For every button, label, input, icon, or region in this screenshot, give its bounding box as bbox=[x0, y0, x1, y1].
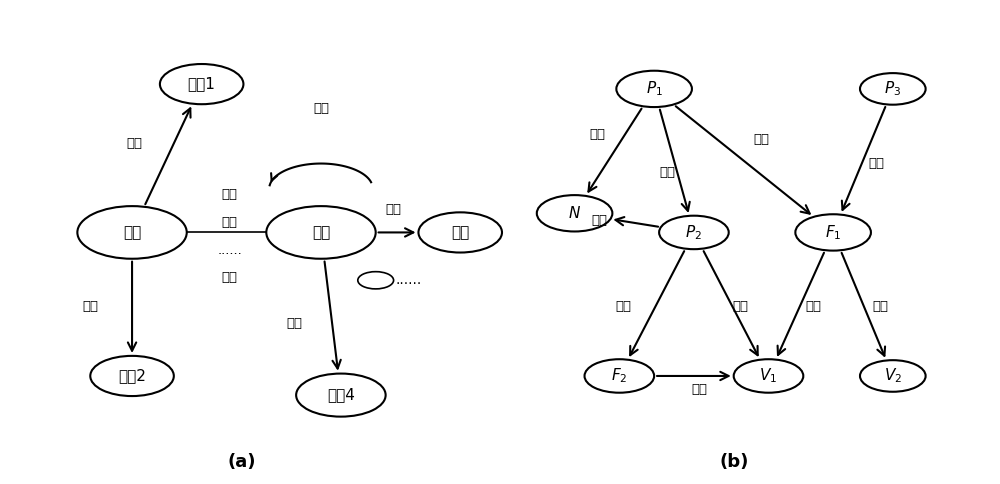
Text: 写入: 写入 bbox=[615, 300, 631, 313]
Text: ......: ...... bbox=[217, 243, 242, 257]
Text: 网络: 网络 bbox=[451, 225, 469, 240]
Text: 读取: 读取 bbox=[222, 272, 238, 285]
Text: 文件: 文件 bbox=[123, 225, 141, 240]
Text: (a): (a) bbox=[227, 453, 256, 471]
Circle shape bbox=[358, 272, 394, 289]
Text: $F_1$: $F_1$ bbox=[825, 223, 841, 242]
Text: $P_1$: $P_1$ bbox=[646, 79, 663, 98]
Text: ......: ...... bbox=[395, 273, 422, 287]
Text: 包含: 包含 bbox=[733, 300, 749, 313]
Circle shape bbox=[296, 374, 386, 417]
Text: 包含: 包含 bbox=[873, 300, 889, 313]
Circle shape bbox=[77, 206, 187, 259]
Circle shape bbox=[537, 195, 612, 231]
Text: 连接: 连接 bbox=[386, 203, 402, 216]
Circle shape bbox=[795, 214, 871, 251]
Text: 属性2: 属性2 bbox=[118, 368, 146, 383]
Circle shape bbox=[860, 360, 926, 392]
Text: 属性1: 属性1 bbox=[188, 76, 216, 91]
Text: 写入: 写入 bbox=[222, 188, 238, 201]
Text: N: N bbox=[569, 206, 580, 221]
Text: 创建: 创建 bbox=[313, 102, 329, 115]
Circle shape bbox=[585, 359, 654, 393]
Text: 创建: 创建 bbox=[659, 166, 675, 179]
Circle shape bbox=[418, 212, 502, 253]
Circle shape bbox=[734, 359, 803, 393]
Text: 读取: 读取 bbox=[868, 156, 884, 169]
Circle shape bbox=[266, 206, 376, 259]
Text: 连接: 连接 bbox=[589, 128, 605, 141]
Text: 包含: 包含 bbox=[286, 317, 302, 330]
Text: $V_2$: $V_2$ bbox=[884, 366, 902, 385]
Text: 连接: 连接 bbox=[591, 214, 607, 227]
Text: 属性4: 属性4 bbox=[327, 388, 355, 403]
Text: 包含: 包含 bbox=[691, 383, 707, 396]
Circle shape bbox=[860, 73, 926, 105]
Text: 包含: 包含 bbox=[126, 137, 142, 151]
Text: $P_2$: $P_2$ bbox=[685, 223, 702, 242]
Text: $V_1$: $V_1$ bbox=[759, 366, 778, 385]
Text: 创建: 创建 bbox=[222, 216, 238, 229]
Text: $P_3$: $P_3$ bbox=[884, 79, 901, 98]
Circle shape bbox=[90, 356, 174, 396]
Text: 进程: 进程 bbox=[312, 225, 330, 240]
Circle shape bbox=[160, 64, 243, 104]
Text: 包含: 包含 bbox=[805, 300, 821, 313]
Circle shape bbox=[616, 71, 692, 107]
Text: 写入: 写入 bbox=[754, 133, 770, 146]
Text: 包含: 包含 bbox=[82, 300, 98, 313]
Text: (b): (b) bbox=[719, 453, 748, 471]
Circle shape bbox=[659, 216, 729, 249]
Text: $F_2$: $F_2$ bbox=[611, 366, 628, 385]
